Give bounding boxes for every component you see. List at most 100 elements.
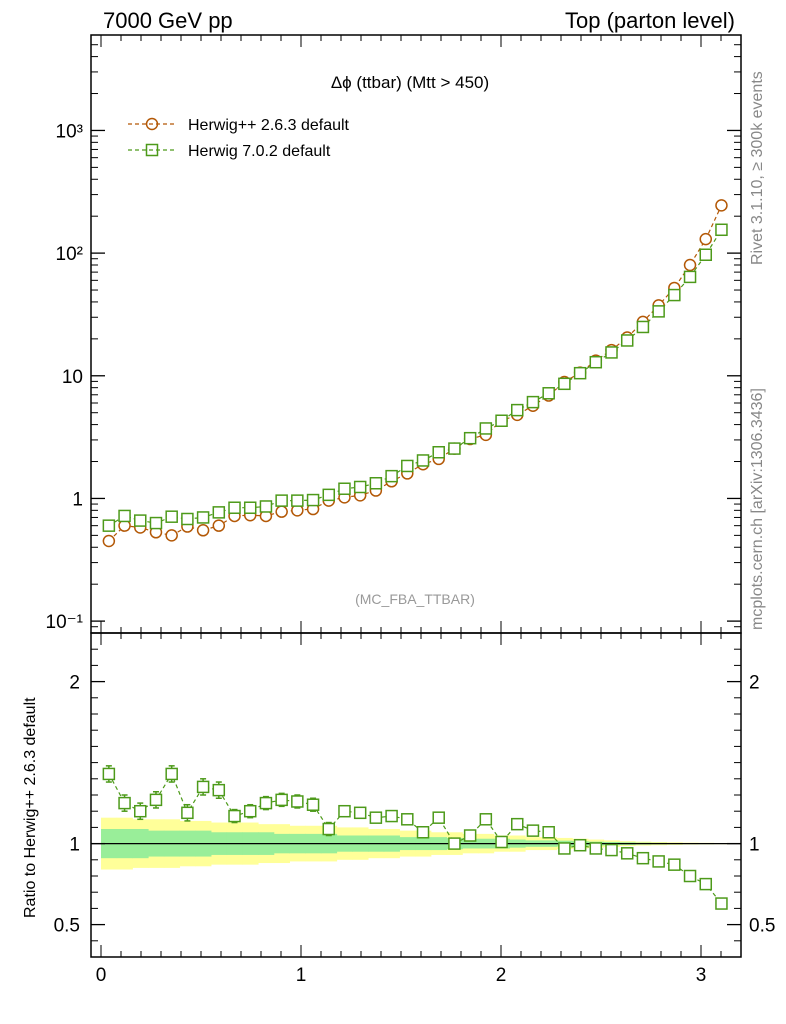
series-point-0: [102, 534, 116, 548]
series-point-1: [196, 511, 210, 524]
series-point-1: [432, 446, 445, 459]
ratio-point-herwig7: [275, 793, 288, 807]
ratio-ytick-label-right: 2: [749, 673, 760, 694]
series-point-0: [196, 524, 210, 537]
main-ytick-label: 10: [62, 367, 83, 388]
ratio-point-herwig7: [589, 842, 603, 855]
ratio-point-herwig7: [715, 897, 728, 910]
ratio-point-herwig7: [652, 855, 665, 868]
ratio-point-herwig7: [181, 806, 194, 820]
ratio-point-herwig7: [134, 804, 147, 818]
series-point-1: [495, 414, 508, 427]
series-point-0: [165, 529, 178, 542]
main-ytick-label: 10²: [56, 244, 83, 265]
series-point-1: [228, 501, 241, 514]
series-point-1: [306, 493, 320, 507]
ratio-point-herwig7: [448, 837, 461, 850]
series-point-1: [636, 320, 650, 334]
series-point-1: [102, 519, 116, 532]
series-point-1: [558, 377, 571, 391]
analysis-tag: (MC_FBA_TTBAR): [355, 591, 475, 607]
series-point-1: [353, 480, 367, 494]
mcplots-label: mcplots.cern.ch [arXiv:1306.3436]: [749, 388, 766, 630]
series-point-1: [322, 488, 336, 502]
series-point-1: [683, 270, 697, 284]
main-axes: 10⁻¹ 1 10 10² 10³: [46, 34, 742, 634]
series-point-1: [118, 509, 131, 523]
ratio-ytick-label: 0.5: [54, 916, 80, 937]
series-point-1: [275, 494, 288, 507]
series-point-1: [715, 223, 728, 237]
ratio-point-herwig7: [511, 817, 524, 831]
series-point-1: [652, 305, 665, 318]
ratio-point-herwig7: [102, 767, 116, 781]
chart-title: Δϕ (ttbar) (Mtt > 450): [331, 73, 489, 92]
ratio-point-herwig7: [165, 767, 178, 781]
series-point-1: [369, 477, 383, 490]
series-point-1: [699, 248, 713, 261]
series-point-1: [542, 387, 555, 400]
series-point-1: [259, 500, 273, 513]
ratio-ytick-label: 1: [69, 835, 80, 856]
legend-label-herwigpp: Herwig++ 2.6.3 default: [188, 117, 350, 134]
ratio-point-herwig7: [291, 795, 304, 808]
series-point-1: [479, 422, 493, 435]
series-point-1: [668, 288, 681, 302]
ratio-point-herwig7: [542, 826, 555, 839]
series-point-1: [526, 395, 540, 409]
series-point-1: [212, 506, 226, 519]
ratio-line-herwig7: [108, 772, 722, 904]
ratio-ylabel: Ratio to Herwig++ 2.6.3 default: [22, 697, 39, 918]
series-point-1: [620, 334, 634, 347]
x-tick-label: 2: [496, 965, 507, 986]
series-point-1: [605, 346, 618, 359]
series-point-1: [165, 510, 178, 523]
ratio-axes: 0.5 0.5 1 1 2 2 0 1 2 3: [54, 632, 775, 986]
series-point-1: [573, 366, 587, 380]
series-point-1: [511, 403, 524, 417]
ratio-point-herwig7: [683, 869, 697, 883]
series-point-1: [589, 355, 603, 369]
series-point-1: [338, 482, 351, 495]
ratio-point-herwig7: [636, 851, 650, 865]
ratio-point-herwig7: [558, 842, 571, 855]
ratio-point-herwig7: [306, 798, 320, 811]
ratio-point-herwig7: [620, 847, 634, 860]
series-point-1: [149, 516, 163, 530]
ratio-point-herwig7: [243, 804, 257, 818]
series-point-1: [463, 431, 477, 445]
ratio-point-herwig7: [196, 780, 210, 794]
legend-marker-herwig7: [145, 143, 159, 157]
series-line-0: [108, 205, 723, 542]
ratio-ytick-label-right: 1: [749, 835, 760, 856]
ratio-point-herwig7: [369, 811, 383, 824]
legend-marker-herwigpp: [145, 117, 159, 131]
main-series: [102, 199, 728, 548]
series-point-1: [291, 494, 304, 507]
ratio-point-herwig7: [353, 806, 367, 820]
ratio-point-herwig7: [385, 809, 398, 823]
series-point-1: [385, 469, 398, 483]
series-point-0: [212, 519, 226, 532]
ratio-ytick-label-right: 0.5: [749, 916, 775, 937]
series-point-0: [715, 199, 728, 212]
legend-label-herwig7: Herwig 7.0.2 default: [188, 143, 331, 160]
header-right: Top (parton level): [565, 8, 735, 33]
series-point-1: [181, 512, 194, 526]
series-point-1: [401, 459, 414, 473]
ratio-point-herwig7: [228, 809, 241, 823]
legend: Herwig++ 2.6.3 default Herwig 7.0.2 defa…: [128, 117, 350, 160]
series-point-1: [243, 501, 257, 514]
ratio-point-herwig7: [668, 858, 681, 871]
series-point-0: [683, 258, 697, 272]
x-tick-label: 3: [696, 965, 707, 986]
x-tick-label: 1: [296, 965, 307, 986]
series-point-1: [448, 442, 461, 455]
ratio-series: [102, 765, 728, 910]
series-point-1: [134, 514, 147, 527]
ratio-point-herwig7: [479, 813, 493, 826]
ratio-point-herwig7: [526, 824, 540, 837]
ratio-point-herwig7: [149, 793, 163, 807]
ratio-point-herwig7: [416, 826, 430, 839]
